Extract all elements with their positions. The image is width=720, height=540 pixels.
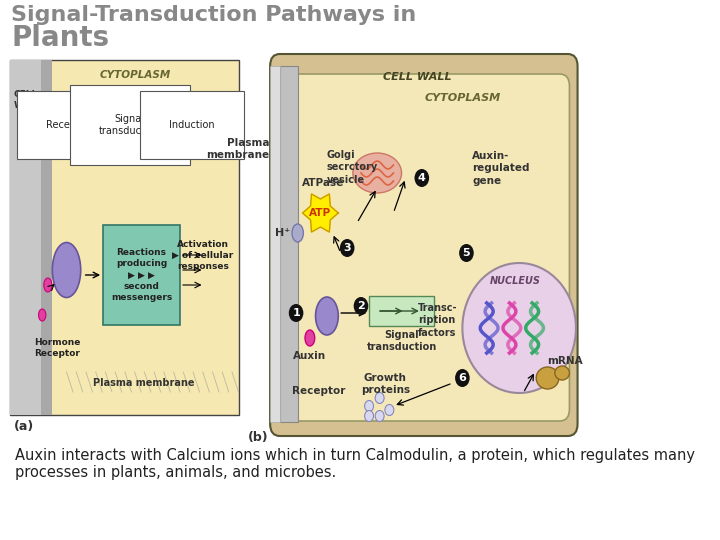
Text: Signal
transduction: Signal transduction (366, 330, 436, 353)
Text: CELL
WALL: CELL WALL (14, 90, 42, 110)
Text: ATPase: ATPase (302, 178, 344, 188)
Ellipse shape (536, 367, 559, 389)
Text: Auxin: Auxin (293, 351, 326, 361)
Polygon shape (302, 194, 338, 232)
Text: H⁺: H⁺ (275, 228, 290, 238)
Circle shape (354, 297, 368, 315)
Text: NUCLEUS: NUCLEUS (490, 276, 541, 286)
Circle shape (375, 410, 384, 422)
Circle shape (364, 410, 374, 422)
Ellipse shape (305, 330, 315, 346)
Circle shape (385, 404, 394, 415)
Text: Plants: Plants (12, 24, 109, 52)
Bar (369, 296, 434, 326)
Text: Reception: Reception (46, 120, 95, 130)
Ellipse shape (353, 153, 402, 193)
Text: 6: 6 (459, 373, 467, 383)
Text: processes in plants, animals, and microbes.: processes in plants, animals, and microb… (14, 465, 336, 480)
Circle shape (375, 393, 384, 403)
Text: CYTOPLASM: CYTOPLASM (424, 93, 500, 103)
Bar (10, 60, 40, 415)
Ellipse shape (44, 278, 52, 292)
Ellipse shape (555, 366, 570, 380)
Text: 2: 2 (357, 301, 365, 311)
Text: Auxin interacts with Calcium ions which in turn Calmodulin, a protein, which reg: Auxin interacts with Calcium ions which … (14, 448, 695, 463)
Text: 3: 3 (343, 243, 351, 253)
Text: 1: 1 (292, 308, 300, 318)
Bar (10, 60, 239, 415)
FancyBboxPatch shape (289, 74, 570, 421)
Circle shape (455, 369, 469, 387)
Text: Signal-Transduction Pathways in: Signal-Transduction Pathways in (12, 5, 417, 25)
Circle shape (415, 169, 429, 187)
Text: Auxin-
regulated
gene: Auxin- regulated gene (472, 151, 530, 186)
Ellipse shape (292, 224, 303, 242)
Circle shape (289, 304, 303, 322)
Text: (a): (a) (14, 420, 34, 433)
Text: Plasma membrane: Plasma membrane (93, 378, 194, 388)
Ellipse shape (462, 263, 576, 393)
FancyBboxPatch shape (270, 54, 577, 436)
Ellipse shape (39, 309, 46, 321)
Text: Golgi
secrctory
vesicle: Golgi secrctory vesicle (327, 150, 378, 185)
Text: Transc-
ription
factors: Transc- ription factors (418, 303, 457, 338)
Bar (280, 66, 297, 422)
Text: Signal
transduction: Signal transduction (99, 114, 161, 136)
Circle shape (340, 239, 354, 257)
Text: CYTOPLASM: CYTOPLASM (100, 70, 171, 80)
Text: Reactions
producing
▶ ▶ ▶
second
messengers: Reactions producing ▶ ▶ ▶ second messeng… (111, 248, 172, 302)
Circle shape (364, 401, 374, 411)
Text: Induction: Induction (169, 120, 215, 130)
Text: Hormone
Receptor: Hormone Receptor (34, 338, 81, 358)
Ellipse shape (53, 242, 81, 298)
Circle shape (459, 244, 474, 262)
Text: (b): (b) (248, 431, 268, 444)
Ellipse shape (315, 297, 338, 335)
Text: CELL WALL: CELL WALL (384, 72, 452, 82)
Text: Plasma
membrane: Plasma membrane (206, 138, 269, 160)
Bar (270, 66, 280, 422)
Text: mRNA: mRNA (547, 356, 583, 366)
Text: Activation
▶ of cellular
responses: Activation ▶ of cellular responses (172, 240, 233, 271)
Text: ATP: ATP (310, 208, 331, 218)
Text: 5: 5 (463, 248, 470, 258)
Bar (40, 60, 52, 415)
FancyBboxPatch shape (0, 0, 588, 540)
Text: Growth
proteins: Growth proteins (361, 373, 410, 395)
Text: 4: 4 (418, 173, 426, 183)
Text: Receptor: Receptor (292, 386, 346, 396)
Bar (103, 225, 180, 325)
